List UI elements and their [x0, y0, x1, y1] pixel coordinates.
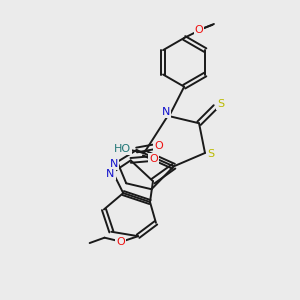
Text: S: S: [207, 149, 214, 160]
Text: O: O: [149, 154, 158, 164]
Text: O: O: [116, 236, 125, 247]
Text: N: N: [110, 159, 118, 169]
Text: N: N: [162, 107, 170, 117]
Text: S: S: [217, 99, 224, 109]
Text: N: N: [106, 169, 115, 179]
Text: O: O: [195, 25, 203, 35]
Text: HO: HO: [114, 144, 131, 154]
Text: O: O: [154, 141, 163, 152]
